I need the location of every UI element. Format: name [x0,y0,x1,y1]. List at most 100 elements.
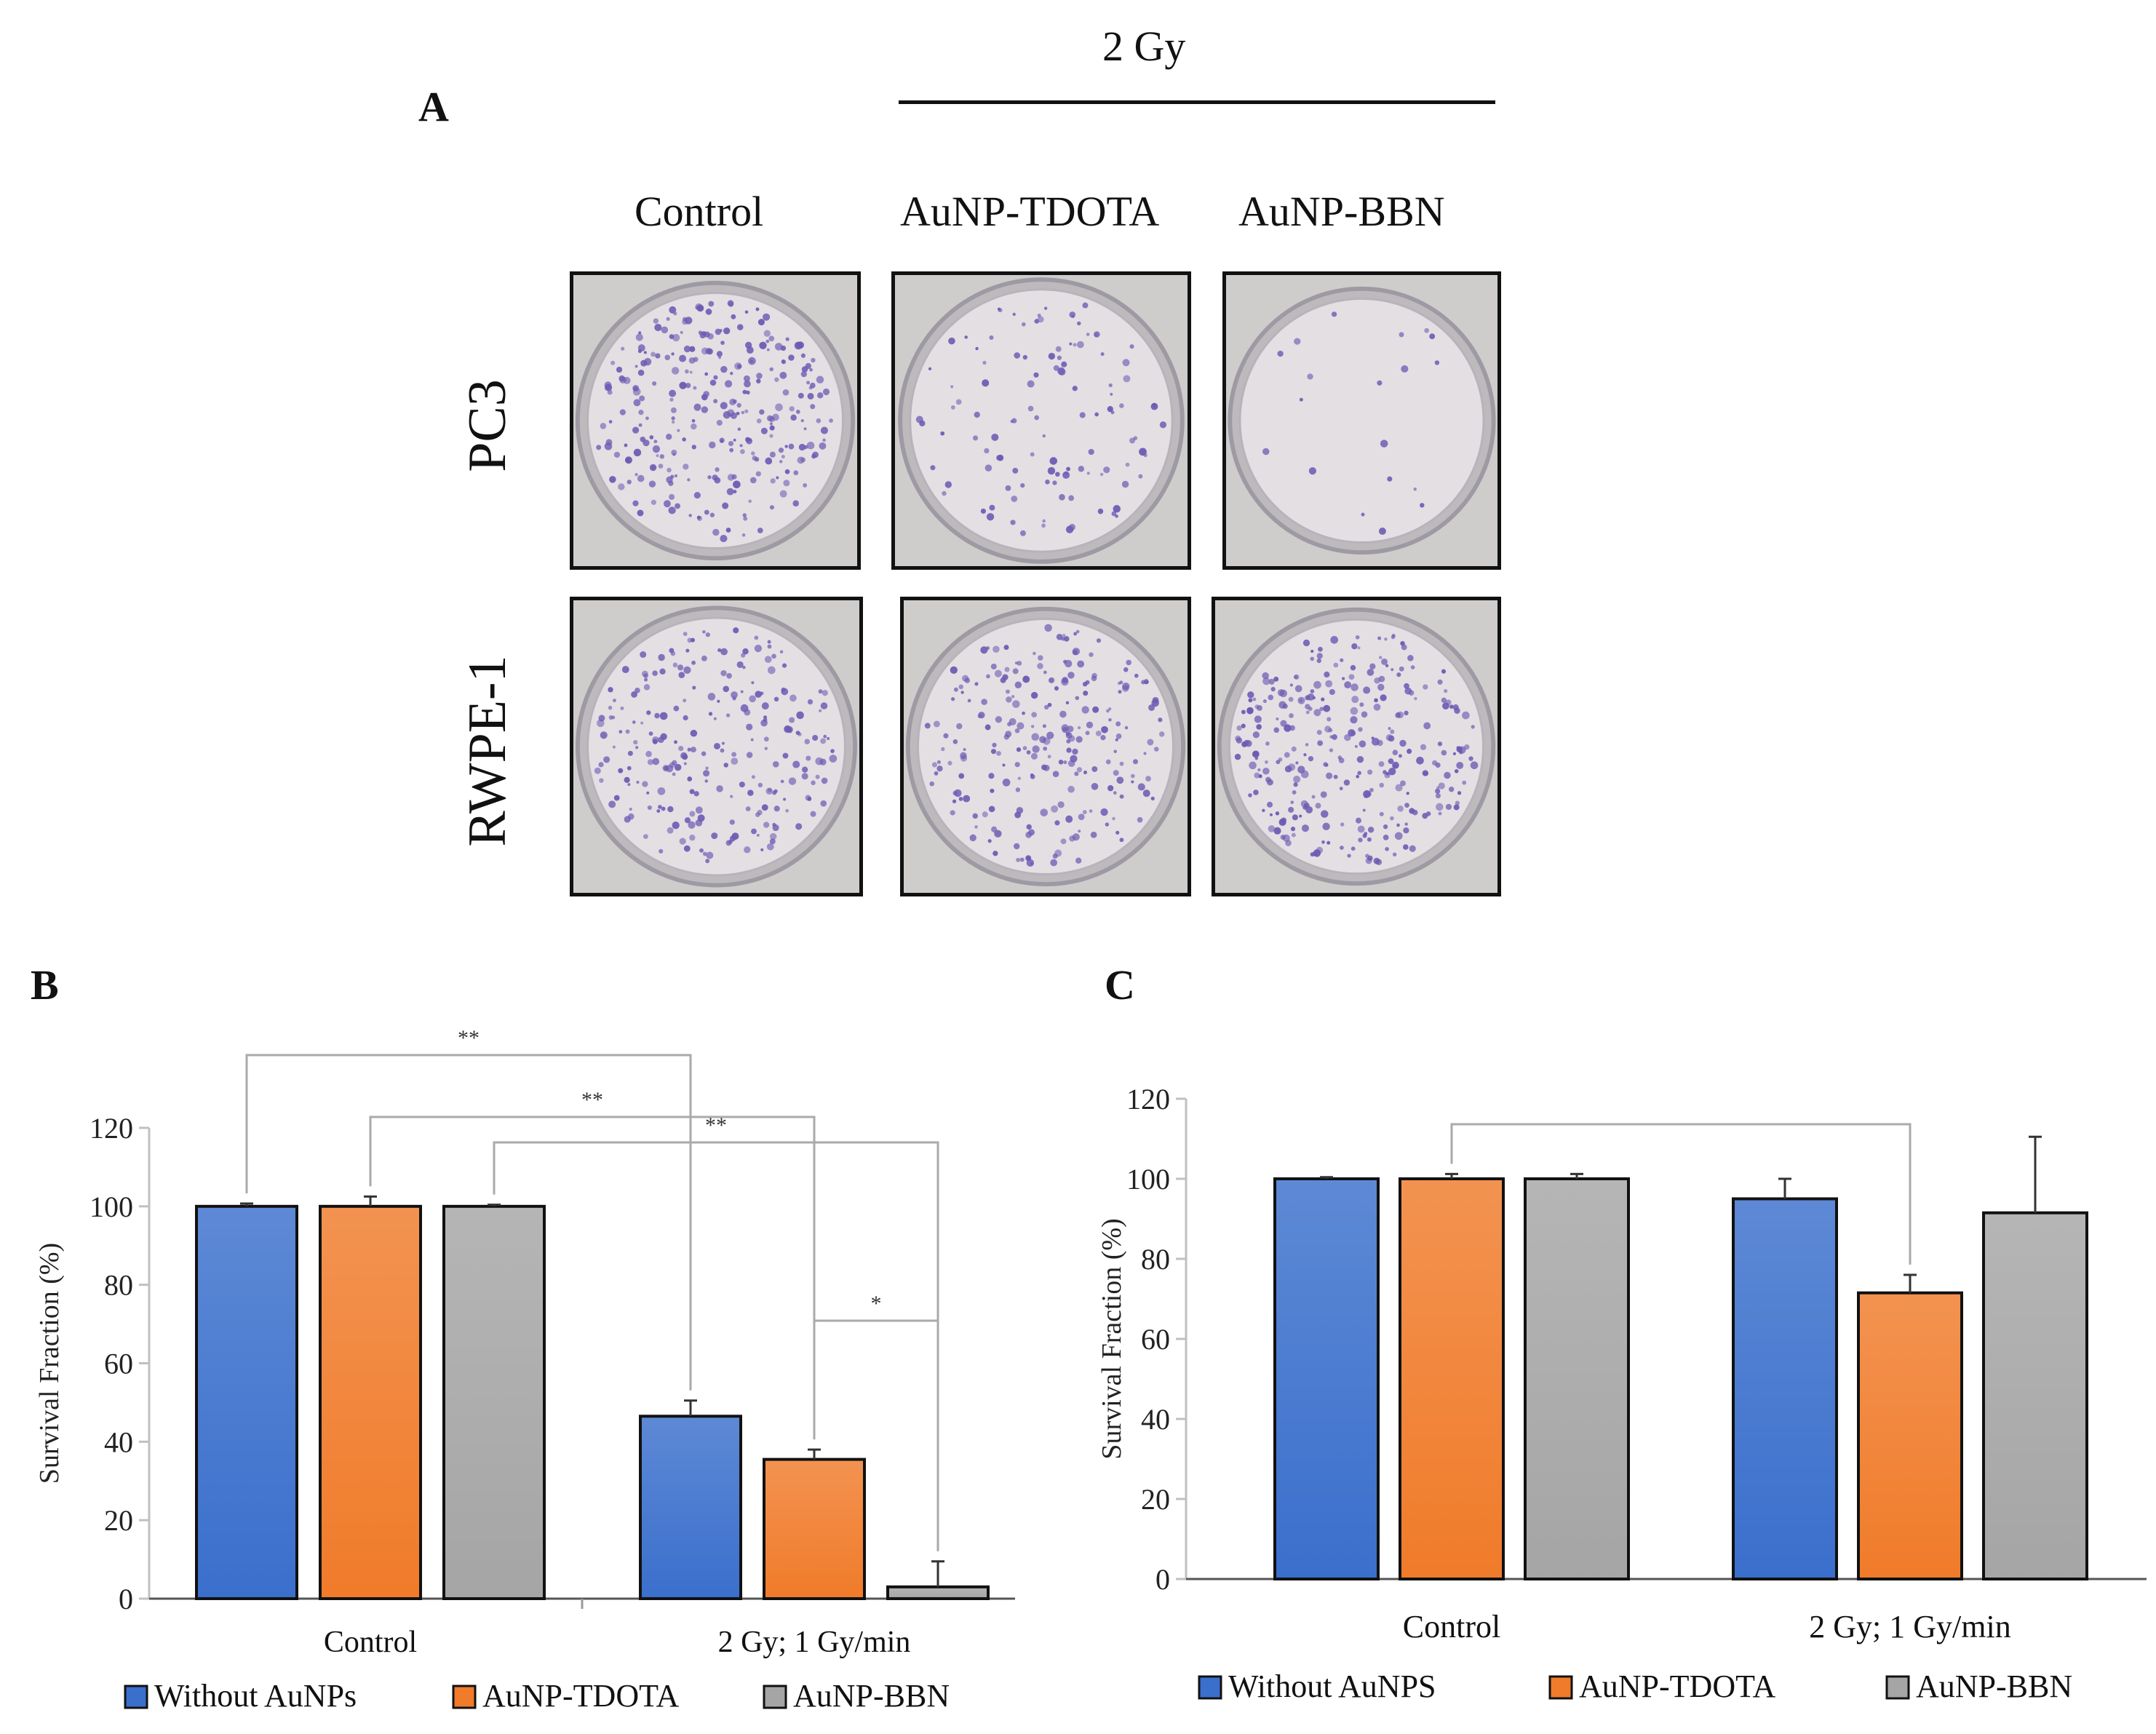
colony [705,309,712,315]
colony [668,506,676,514]
colony [704,779,709,783]
colony [1016,857,1021,862]
colony [1377,636,1382,640]
colony [1043,737,1051,745]
colony [772,824,779,832]
colony [691,419,696,423]
colony [785,337,789,341]
colony [958,773,965,779]
colony [997,454,1004,461]
colony [671,352,675,356]
colony [653,440,658,444]
colony [795,410,800,414]
colony [608,715,613,720]
colony [952,790,958,796]
colony [820,702,828,709]
colony [1347,854,1351,858]
colony [1063,659,1067,664]
colony [1292,790,1297,795]
colony [635,365,638,368]
colony [1381,659,1388,665]
colony [1282,834,1290,842]
colony [1409,845,1416,852]
colony [1014,762,1020,768]
colony [1310,656,1315,661]
colony [1068,495,1075,501]
colony [1350,664,1356,671]
colony [707,348,713,355]
colony [683,762,687,765]
colony [733,438,736,442]
colony [723,685,730,693]
colony [637,474,645,482]
colony [1437,679,1443,685]
colony [1320,791,1327,798]
colony [1059,493,1065,501]
colony [618,768,624,773]
colony [1267,801,1273,808]
colony [773,806,780,812]
colony [1083,770,1088,775]
colony [689,370,693,374]
colony [1097,508,1104,514]
colony [1026,856,1030,860]
colony [763,330,771,337]
colony [670,407,677,413]
colony [1379,811,1384,816]
colony [1115,721,1121,727]
colony [640,651,647,659]
y-tick-label: 80 [104,1269,133,1302]
colony [1459,750,1463,755]
colony [600,423,607,429]
legend-label: Without AuNPs [154,1678,357,1714]
colony [984,448,990,454]
colony [1143,453,1147,458]
colony [1041,523,1046,528]
dish-pc3-tdota [891,271,1191,570]
colony [1000,677,1006,683]
y-tick-label: 120 [89,1112,133,1145]
colony [1026,749,1031,755]
colony [714,743,720,749]
colony [822,690,828,696]
colony [1119,838,1124,843]
colony [770,478,776,484]
colony [683,699,687,703]
colony [1380,440,1388,448]
colony [643,684,651,691]
colony [1057,355,1062,360]
chart-b: 0 20 40 60 80 100 120 Survival Fraction (%) Cont… [34,1026,1015,1714]
colony [739,782,745,788]
colony [693,791,699,797]
colony [1061,724,1069,732]
colony [1453,804,1460,811]
colony [987,839,992,843]
colony [731,691,738,699]
colony [744,380,751,388]
colony [1284,765,1292,773]
colony [1369,663,1376,669]
colony [1404,687,1412,695]
colony [1456,761,1464,769]
colony [804,739,810,744]
colony [697,814,705,822]
colony [1343,779,1351,786]
colony [1034,415,1039,421]
colony [771,653,776,659]
legend-swatch [1548,1675,1573,1700]
colony [659,454,664,459]
colony [1383,824,1388,830]
colony [707,693,716,701]
colony [626,765,632,771]
colony [1027,380,1035,388]
colony [1050,859,1058,867]
colony [1438,811,1442,816]
colony [652,670,658,676]
colony [1300,800,1308,808]
colony [678,672,685,679]
colony [683,632,688,637]
colony [1284,752,1290,758]
colony [1399,666,1404,672]
colony [1042,724,1046,728]
colony [931,762,938,768]
